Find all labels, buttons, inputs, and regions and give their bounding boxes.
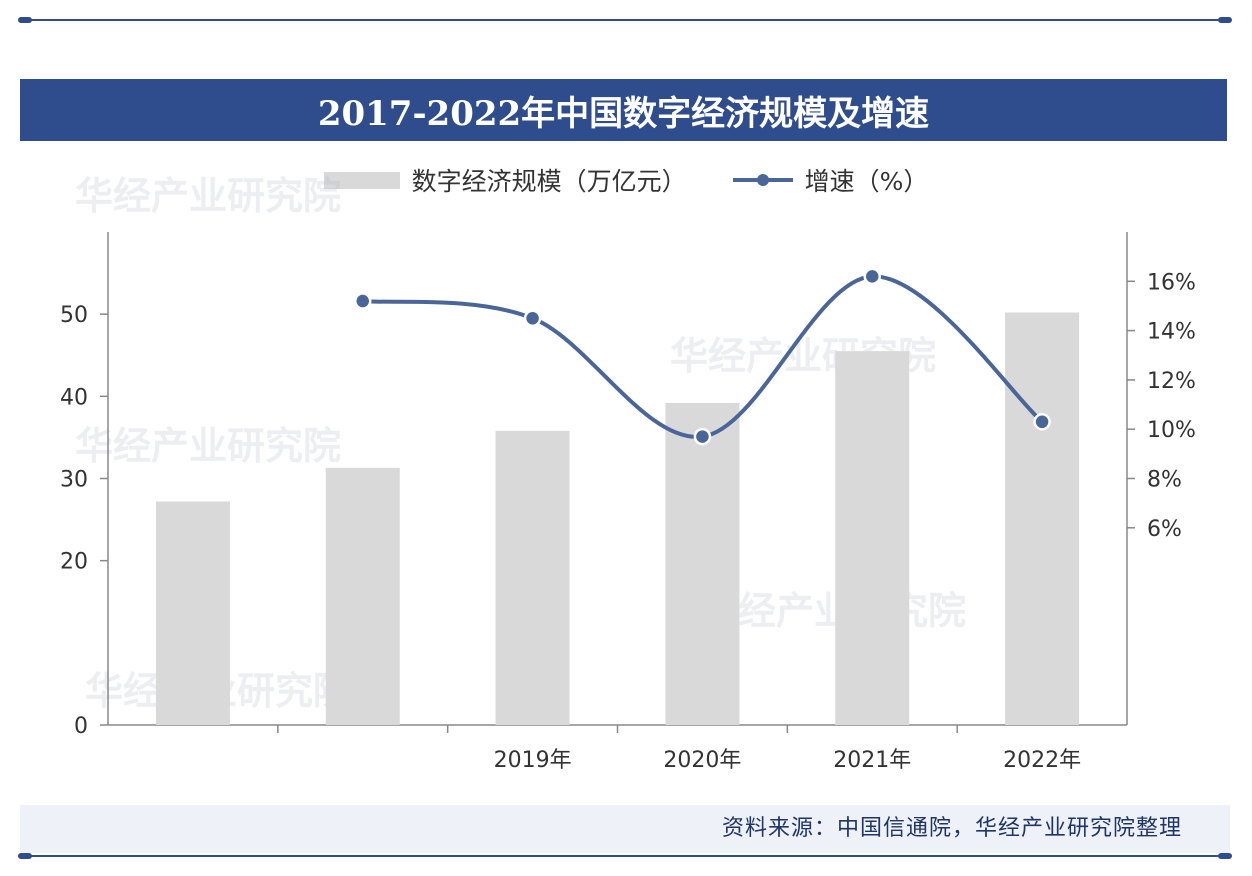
growth-point <box>693 427 712 446</box>
y-left-tick-label: 30 <box>60 468 88 493</box>
y-left-tick-label: 50 <box>60 303 88 328</box>
y-right-tick-label: 14% <box>1147 320 1196 345</box>
x-tick-label: 2020年 <box>663 748 741 773</box>
growth-point <box>523 309 542 328</box>
legend-bar-label: 数字经济规模（万亿元） <box>411 167 687 196</box>
y-right-tick-label: 10% <box>1147 418 1196 443</box>
x-tick-label: 2021年 <box>833 748 911 773</box>
growth-point <box>1033 413 1051 431</box>
bar <box>1005 312 1080 725</box>
legend-bar-swatch <box>323 171 400 189</box>
bar <box>155 501 230 725</box>
bottom-frame-line <box>18 853 1232 859</box>
legend-line-label: 增速（%） <box>804 167 929 196</box>
y-right-tick-label: 8% <box>1147 468 1182 493</box>
y-left-tick-label: 40 <box>60 385 88 410</box>
bar <box>325 467 400 725</box>
growth-point <box>354 292 372 310</box>
chart-title-banner: 2017-2022年中国数字经济规模及增速 <box>20 79 1227 141</box>
source-bar: 资料来源：中国信通院，华经产业研究院整理 <box>20 805 1230 853</box>
y-right-tick-label: 6% <box>1147 517 1182 542</box>
bar <box>665 402 740 725</box>
chart-legend: 数字经济规模（万亿元） 增速（%） <box>0 160 1252 200</box>
bar <box>835 351 910 725</box>
legend-line-swatch <box>732 170 793 190</box>
y-left-tick-label: 20 <box>60 550 88 575</box>
x-tick-label: 2019年 <box>494 748 572 773</box>
legend-item-bar: 数字经济规模（万亿元） <box>323 162 687 198</box>
y-right-tick-label: 12% <box>1147 369 1196 394</box>
top-frame-line <box>18 17 1232 23</box>
bar <box>495 430 570 725</box>
growth-point <box>863 267 881 286</box>
source-note: 资料来源：中国信通院，华经产业研究院整理 <box>721 816 1182 841</box>
x-tick-label: 2022年 <box>1003 748 1081 773</box>
y-right-tick-label: 16% <box>1147 270 1196 295</box>
chart-title: 2017-2022年中国数字经济规模及增速 <box>317 93 930 134</box>
y-left-tick-label: 0 <box>74 714 88 739</box>
legend-item-line: 增速（%） <box>732 162 929 198</box>
